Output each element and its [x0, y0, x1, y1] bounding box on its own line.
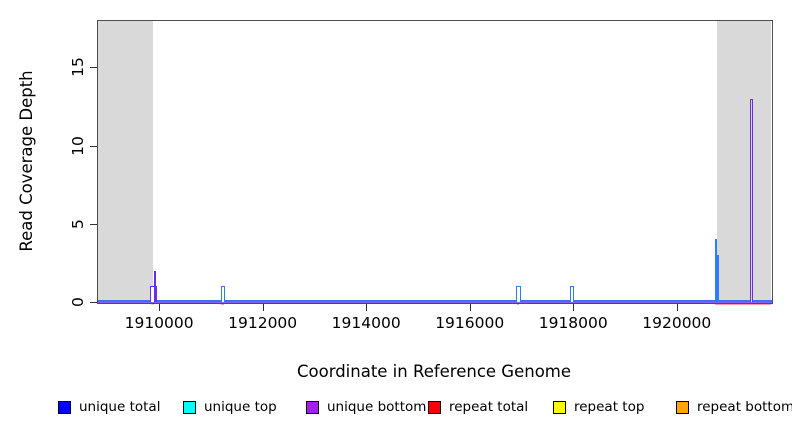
coverage-peak [714, 239, 717, 302]
coverage-peak [750, 98, 754, 302]
coverage-peak [716, 255, 719, 302]
legend-label: unique top [204, 399, 277, 415]
x-tick-label: 1910000 [124, 314, 194, 332]
legend-item-repeat-top: repeat top [553, 398, 644, 416]
x-tick [262, 303, 264, 311]
x-axis-title: Coordinate in Reference Genome [296, 362, 572, 381]
legend-label: repeat bottom [697, 399, 792, 415]
unique-bottom-zero-line [97, 301, 772, 304]
coverage-peak [153, 270, 156, 302]
coverage-peak [516, 286, 521, 302]
unique-total-zero-line [97, 300, 772, 302]
repeat-zero-line [714, 303, 772, 305]
legend-swatch-icon [553, 400, 566, 414]
y-axis-title: Read Coverage Depth [17, 70, 36, 252]
x-tick-label: 1914000 [331, 314, 401, 332]
x-tick-label: 1918000 [538, 314, 608, 332]
legend-swatch-icon [306, 400, 319, 414]
shaded-region [717, 21, 772, 302]
baseline-mark [516, 302, 520, 305]
legend: unique total unique top unique bottom repea… [0, 398, 792, 418]
legend-label: repeat top [574, 399, 645, 415]
x-tick [159, 303, 161, 311]
plot-area-border [97, 20, 773, 304]
x-tick-label: 1920000 [642, 314, 712, 332]
legend-label: unique bottom [327, 399, 427, 415]
legend-item-unique-bottom: unique bottom [306, 398, 426, 416]
baseline-mark [150, 302, 154, 305]
baseline-mark [714, 302, 719, 305]
x-tick [676, 303, 678, 311]
y-tick-label: 10 [69, 135, 87, 156]
legend-label: unique total [79, 399, 161, 415]
coverage-peak [220, 286, 225, 302]
x-tick-label: 1916000 [435, 314, 505, 332]
legend-swatch-icon [58, 400, 71, 414]
y-tick-label: 5 [69, 218, 87, 229]
legend-swatch-icon [676, 400, 689, 414]
y-tick [89, 145, 97, 147]
y-tick [89, 302, 97, 303]
legend-item-unique-top: unique top [183, 398, 277, 416]
y-tick-label: 15 [69, 57, 87, 78]
legend-item-unique-total: unique total [58, 398, 160, 416]
baseline-mark [221, 302, 224, 305]
legend-item-repeat-total: repeat total [428, 398, 528, 416]
coverage-peak [150, 286, 158, 302]
x-tick [573, 303, 575, 311]
x-tick [469, 303, 471, 311]
y-tick [89, 67, 97, 69]
coverage-peak [569, 286, 575, 302]
legend-swatch-icon [183, 400, 196, 414]
legend-item-repeat-bottom: repeat bottom [676, 398, 792, 416]
x-tick [366, 303, 368, 311]
legend-swatch-icon [428, 400, 441, 414]
y-tick [89, 223, 97, 225]
x-tick-label: 1912000 [228, 314, 298, 332]
y-tick-label: 0 [69, 297, 87, 307]
legend-label: repeat total [449, 399, 529, 415]
shaded-region [97, 21, 154, 302]
